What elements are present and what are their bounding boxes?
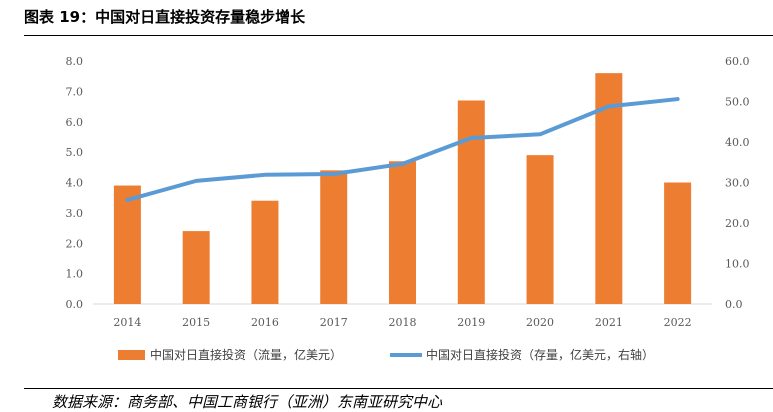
source-divider xyxy=(24,388,773,389)
legend: 中国对日直接投资（流量，亿美元） 中国对日直接投资（存量，亿美元，右轴） xyxy=(118,347,654,362)
x-axis-tick-label: 2014 xyxy=(113,316,141,329)
right-axis: 0.0 10.0 20.0 30.0 40.0 50.0 60.0 xyxy=(725,55,750,311)
bar-2015 xyxy=(183,231,210,304)
legend-swatch-flow xyxy=(118,350,145,360)
bar-2019 xyxy=(458,100,485,304)
x-axis-tick-label: 2018 xyxy=(389,316,417,329)
right-axis-tick-label: 20.0 xyxy=(725,217,750,230)
legend-label-flow: 中国对日直接投资（流量，亿美元） xyxy=(150,347,342,362)
right-axis-tick-label: 40.0 xyxy=(725,136,750,149)
bar-2017 xyxy=(320,170,347,304)
bar-2014 xyxy=(114,186,141,304)
bar-2020 xyxy=(527,155,554,304)
left-axis-tick-label: 4.0 xyxy=(66,177,84,190)
bar-2018 xyxy=(389,161,416,304)
bar-2016 xyxy=(251,201,278,304)
right-axis-tick-label: 60.0 xyxy=(725,55,750,68)
right-axis-tick-label: 10.0 xyxy=(725,258,750,271)
left-axis-tick-label: 7.0 xyxy=(66,85,84,98)
x-axis-tick-label: 2017 xyxy=(320,316,348,329)
left-axis-tick-label: 6.0 xyxy=(66,116,84,129)
data-source-note: 数据来源：商务部、中国工商银行（亚洲）东南亚研究中心 xyxy=(52,391,442,412)
right-axis-tick-label: 0.0 xyxy=(725,298,743,311)
x-axis-tick-label: 2020 xyxy=(526,316,554,329)
x-axis-tick-label: 2015 xyxy=(182,316,210,329)
x-axis-tick-label: 2021 xyxy=(595,316,623,329)
right-axis-tick-label: 50.0 xyxy=(725,96,750,109)
left-axis-tick-label: 2.0 xyxy=(66,237,84,250)
legend-label-stock: 中国对日直接投资（存量，亿美元，右轴） xyxy=(426,347,654,362)
x-axis-tick-label: 2016 xyxy=(251,316,279,329)
left-axis-tick-label: 8.0 xyxy=(66,55,84,68)
left-axis-tick-label: 5.0 xyxy=(66,146,84,159)
left-axis-tick-label: 0.0 xyxy=(66,298,84,311)
left-axis-tick-label: 1.0 xyxy=(66,268,84,281)
x-axis: 2014 2015 2016 2017 2018 2019 2020 2021 2022 xyxy=(113,316,691,329)
x-axis-tick-label: 2019 xyxy=(457,316,485,329)
chart-area: 0.0 1.0 2.0 3.0 4.0 5.0 6.0 7.0 8.0 0.0 10.0 20.0 3… xyxy=(0,0,773,390)
x-axis-tick-label: 2022 xyxy=(664,316,692,329)
left-axis-tick-label: 3.0 xyxy=(66,207,84,220)
bar-2022 xyxy=(664,183,691,305)
left-axis: 0.0 1.0 2.0 3.0 4.0 5.0 6.0 7.0 8.0 xyxy=(66,55,84,311)
right-axis-tick-label: 30.0 xyxy=(725,177,750,190)
